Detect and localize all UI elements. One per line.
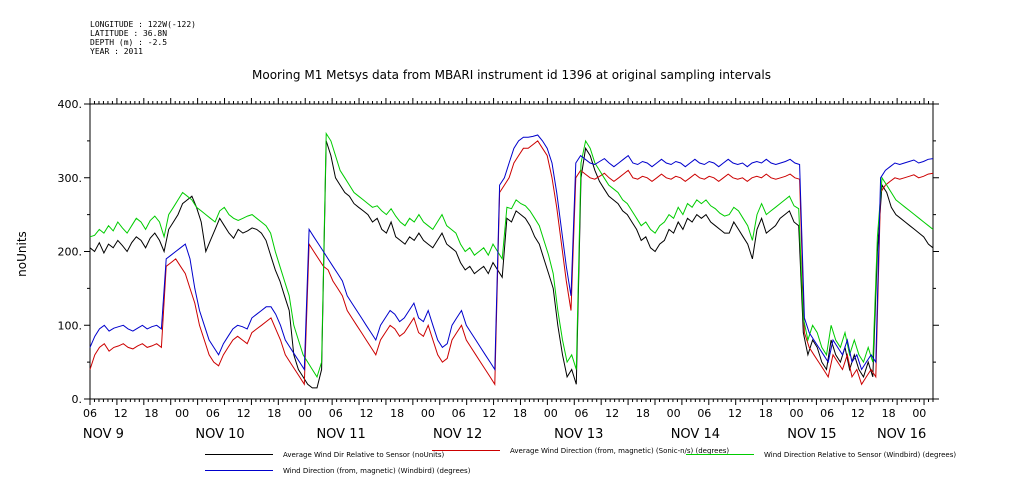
legend-label: Wind Direction (from, magnetic) (Windbir…	[283, 467, 471, 475]
x-tick-label: 06	[452, 407, 466, 420]
longitude-text: LONGITUDE : 122W(-122)	[90, 20, 196, 29]
legend-label: Wind Direction Relative to Sensor (Windb…	[764, 451, 957, 459]
y-axis-label: noUnits	[15, 231, 29, 277]
plot-frame	[89, 103, 934, 400]
x-tick-label: 18	[759, 407, 773, 420]
legend-label: Average Wind Direction (from, magnetic) …	[510, 447, 730, 455]
x-day-label: NOV 9	[83, 427, 124, 442]
legend-swatch	[205, 454, 273, 455]
x-tick-label: 18	[636, 407, 650, 420]
legend-swatch	[686, 454, 754, 455]
plot-border	[89, 103, 934, 400]
latitude-text: LATITUDE : 36.8N	[90, 29, 168, 38]
legend-swatch	[205, 470, 273, 471]
x-tick-label: 18	[513, 407, 527, 420]
y-axis: 0. 100. 200. 300. 400.	[58, 98, 939, 406]
x-day-label: NOV 13	[554, 427, 603, 442]
series-line-1	[89, 140, 934, 389]
x-tick-label: 06	[820, 407, 834, 420]
x-tick-label: 00	[789, 407, 803, 420]
y-tick-label: 400.	[58, 98, 83, 111]
y-tick-label: 200.	[58, 246, 83, 259]
x-tick-label: 00	[912, 407, 926, 420]
legend-label: Average Wind Dir Relative to Sensor (noU…	[283, 451, 445, 459]
y-tick-label: 100.	[58, 319, 83, 332]
x-tick-label: 12	[114, 407, 128, 420]
x-tick-label: 12	[237, 407, 251, 420]
chart-title: Mooring M1 Metsys data from MBARI instru…	[252, 68, 771, 82]
x-day-label: NOV 11	[316, 427, 365, 442]
x-tick-label: 12	[482, 407, 496, 420]
x-day-label: NOV 15	[787, 427, 836, 442]
x-tick-label: 18	[390, 407, 404, 420]
x-tick-label: 18	[144, 407, 158, 420]
x-tick-label: 06	[697, 407, 711, 420]
x-tick-label: 18	[882, 407, 896, 420]
legend-swatch	[432, 450, 500, 451]
x-tick-label: 12	[605, 407, 619, 420]
x-tick-label: 00	[298, 407, 312, 420]
year-text: YEAR : 2011	[90, 47, 143, 56]
x-tick-label: 06	[83, 407, 97, 420]
x-tick-label: 06	[206, 407, 220, 420]
series-line-2	[89, 140, 934, 386]
x-tick-label: 00	[175, 407, 189, 420]
x-tick-label: 06	[574, 407, 588, 420]
x-tick-label: 12	[359, 407, 373, 420]
series-line-4	[89, 134, 934, 372]
series-line-3	[89, 131, 934, 379]
x-tick-label: 18	[267, 407, 281, 420]
x-tick-label: 00	[667, 407, 681, 420]
metadata-block: LONGITUDE : 122W(-122) LATITUDE : 36.8N …	[90, 20, 196, 56]
x-tick-label: 12	[728, 407, 742, 420]
x-tick-label: 00	[544, 407, 558, 420]
x-day-label: NOV 14	[671, 427, 720, 442]
x-day-label: NOV 12	[433, 427, 482, 442]
series-layer	[89, 131, 934, 389]
depth-text: DEPTH (m) : -2.5	[90, 38, 168, 47]
x-axis: 06 12 18 00 06 12 18 00 06 12 18 00 06 12 18 00 06 12 18 00…	[83, 98, 934, 442]
x-day-label: NOV 10	[195, 427, 244, 442]
y-tick-label: 0.	[72, 393, 83, 406]
y-tick-label: 300.	[58, 172, 83, 185]
x-tick-label: 12	[851, 407, 865, 420]
x-tick-label: 00	[421, 407, 435, 420]
x-tick-label: 06	[329, 407, 343, 420]
x-day-label: NOV 16	[877, 427, 926, 442]
